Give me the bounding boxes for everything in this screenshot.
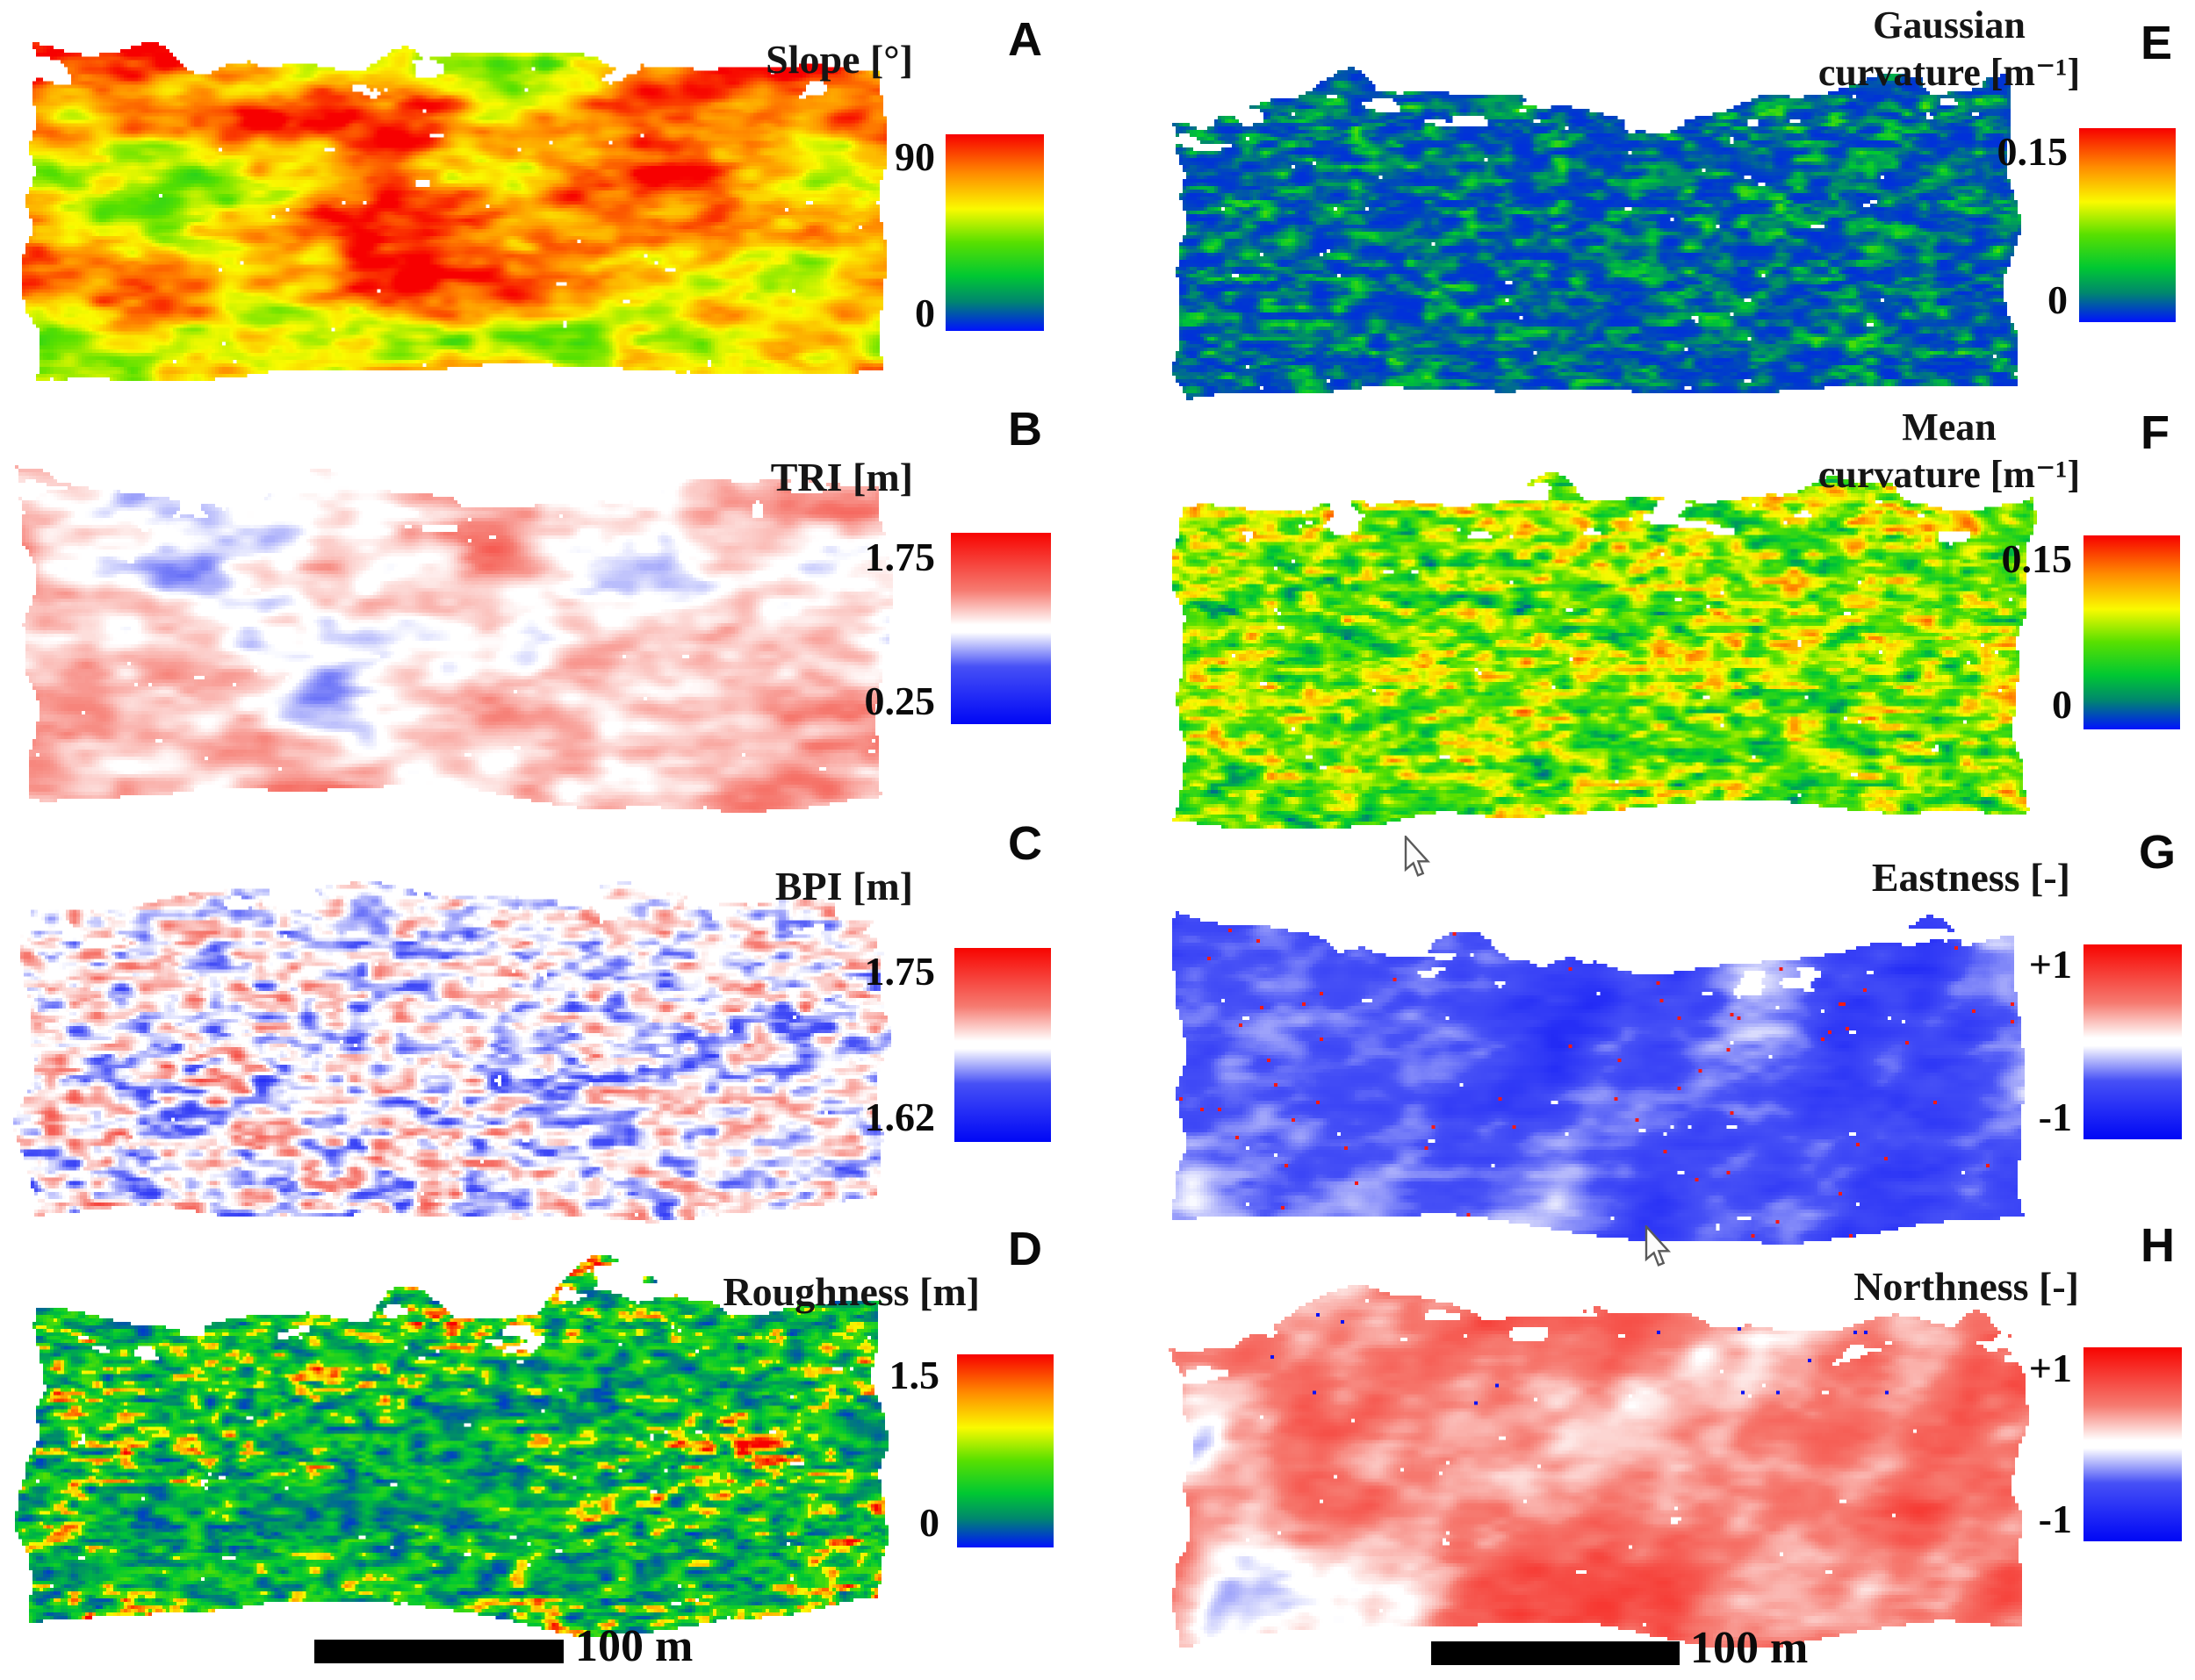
scalebar-left-label: 100 m bbox=[575, 1621, 694, 1671]
panel-f-letter: F bbox=[2141, 406, 2170, 459]
colorbar-b bbox=[951, 533, 1051, 724]
panel-b-letter: B bbox=[1008, 403, 1042, 456]
northness-map-image bbox=[1155, 1274, 2040, 1648]
panel-f-title-line2: curvature [m⁻¹] bbox=[1817, 452, 2081, 496]
tri-map-image bbox=[4, 423, 900, 820]
eastness-map-image bbox=[1155, 876, 2035, 1248]
panel-c-title: BPI [m] bbox=[544, 862, 913, 911]
slope-map-image bbox=[4, 7, 904, 395]
panel-e-letter: E bbox=[2141, 17, 2173, 69]
panel-e-title-line2: curvature [m⁻¹] bbox=[1817, 50, 2081, 94]
panel-f-title: Mean curvature [m⁻¹] bbox=[1796, 404, 2102, 498]
panel-a-title-text: Slope [°] bbox=[766, 37, 913, 82]
panel-e-title: Gaussian curvature [m⁻¹] bbox=[1796, 2, 2102, 96]
gaussian-curvature-map-image bbox=[1155, 46, 2035, 404]
colorbar-d-max-label: 1.5 bbox=[889, 1353, 940, 1397]
panel-c-letter: C bbox=[1008, 817, 1042, 870]
colorbar-d bbox=[957, 1354, 1054, 1547]
colorbar-b-max-label: 1.75 bbox=[864, 535, 936, 579]
panel-e-title-line1: Gaussian bbox=[1873, 4, 2026, 47]
colorbar-e-min-label: 0 bbox=[2047, 277, 2068, 322]
panel-d-title-text: Roughness [m] bbox=[723, 1269, 980, 1314]
mouse-cursor-icon bbox=[1644, 1225, 1672, 1267]
panel-b-title-text: TRI [m] bbox=[770, 455, 913, 499]
panel-b-title: TRI [m] bbox=[544, 453, 913, 502]
panel-c-title-text: BPI [m] bbox=[774, 864, 913, 908]
panel-a-letter: A bbox=[1008, 13, 1042, 66]
colorbar-f-max-label: 0.15 bbox=[2001, 536, 2073, 581]
colorbar-d-min-label: 0 bbox=[919, 1500, 939, 1545]
panel-d-letter: D bbox=[1008, 1223, 1042, 1275]
colorbar-c-max-label: 1.75 bbox=[864, 949, 936, 994]
colorbar-e-max-label: 0.15 bbox=[1997, 129, 2069, 174]
mean-curvature-map-image bbox=[1155, 455, 2044, 832]
roughness-map-image bbox=[4, 1248, 896, 1637]
scalebar-right-label: 100 m bbox=[1690, 1623, 1809, 1673]
panel-h-title: Northness [-] bbox=[1728, 1262, 2079, 1311]
colorbar-c bbox=[954, 948, 1051, 1142]
scalebar-right bbox=[1431, 1641, 1680, 1665]
colorbar-a-min-label: 0 bbox=[915, 291, 935, 335]
panel-g-title-text: Eastness [-] bbox=[1871, 855, 2070, 900]
panel-h-title-text: Northness [-] bbox=[1853, 1264, 2079, 1309]
colorbar-f bbox=[2083, 535, 2180, 729]
colorbar-h-min-label: -1 bbox=[2038, 1497, 2072, 1541]
scalebar-left bbox=[314, 1640, 564, 1663]
panel-d-title: Roughness [m] bbox=[492, 1267, 980, 1317]
colorbar-f-min-label: 0 bbox=[2052, 682, 2072, 727]
colorbar-e bbox=[2079, 128, 2176, 322]
bpi-map-image bbox=[3, 839, 898, 1234]
panel-h-letter: H bbox=[2141, 1219, 2175, 1272]
colorbar-g-max-label: +1 bbox=[2028, 942, 2072, 987]
colorbar-c-min-label: 1.62 bbox=[864, 1095, 936, 1139]
colorbar-a-max-label: 90 bbox=[895, 134, 935, 179]
mouse-cursor-icon bbox=[1404, 836, 1431, 877]
colorbar-g-min-label: -1 bbox=[2038, 1095, 2072, 1139]
panel-g-title: Eastness [-] bbox=[1754, 853, 2070, 902]
colorbar-g bbox=[2083, 944, 2182, 1139]
panel-f-title-line1: Mean bbox=[1902, 406, 1997, 449]
colorbar-h-max-label: +1 bbox=[2028, 1346, 2072, 1390]
colorbar-a bbox=[946, 134, 1044, 331]
panel-a-title: Slope [°] bbox=[544, 35, 913, 84]
colorbar-b-min-label: 0.25 bbox=[864, 678, 936, 723]
colorbar-h bbox=[2083, 1347, 2182, 1541]
panel-g-letter: G bbox=[2139, 826, 2177, 879]
